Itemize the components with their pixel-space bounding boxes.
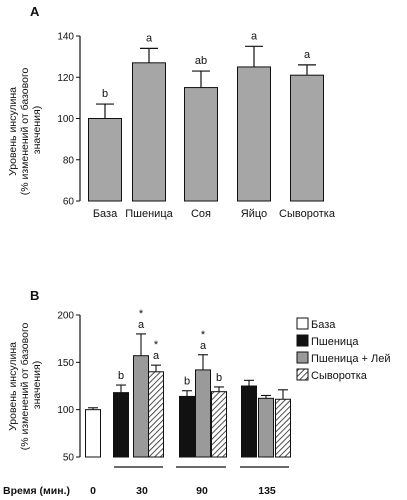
panel-b-legend: База Пшеница Пшеница + Лей Сыворотка (296, 317, 391, 382)
panel-b-y-tick-label-0: 50 (63, 453, 75, 464)
panel-b-legend-swatch-3 (296, 368, 309, 381)
panel-b-group-3-bar-0 (241, 385, 257, 458)
panel-a-bar-4 (290, 74, 324, 202)
panel-a: A Уровень инсулина (% изменений от базов… (7, 4, 336, 220)
panel-b-time-label-2: 90 (196, 485, 208, 497)
panel-b-y-axis-label-line-2: (% изменений от базового (19, 322, 31, 450)
panel-b-group-1-bar-2 (148, 371, 164, 458)
panel-b-group-2-bar-1 (195, 369, 211, 458)
panel-b-y-axis-label: Уровень инсулина (% изменений от базовог… (7, 320, 43, 451)
panel-b-y-axis-label-line-1: Уровень инсулина (7, 342, 19, 431)
panel-a-axes: 60 80 100 120 140 База Пшеница Соя Яйцо Сыворотка (57, 32, 336, 221)
panel-a-sig-letter-3: a (251, 30, 258, 42)
panel-a-y-tick-label-1: 80 (63, 155, 75, 166)
panel-b-legend-swatch-1 (296, 334, 309, 347)
panel-a-sig-letter-0: b (102, 88, 108, 100)
panel-b-group-2-bar-1-sig-star: * (201, 329, 206, 341)
panel-b-time-labels: 0 30 90 135 (90, 466, 289, 497)
panel-b-y-tick-label-1: 100 (57, 405, 74, 416)
panel-b-group-0-bar-0 (85, 409, 101, 458)
panel-a-category-label-2: Соя (191, 208, 211, 220)
panel-a-y-tick-label-0: 60 (63, 197, 75, 208)
panel-a-category-label-4: Сыворотка (279, 208, 336, 220)
panel-a-y-axis-label-line-3: значения) (31, 106, 43, 154)
panel-b-y-tick-label-3: 200 (57, 311, 74, 322)
panel-b-group-2-bar-1-sig-letter: a (200, 340, 207, 352)
panel-b-group-2-bar-2-sig-letter: b (216, 372, 222, 384)
panel-b-label: B (30, 288, 39, 303)
panel-b-group-3-bar-2 (275, 398, 291, 458)
panel-b-x-axis-label: Время (мин.) (3, 485, 70, 497)
panel-a-y-axis-label-line-1: Уровень инсулина (7, 87, 19, 176)
panel-a-bar-3 (237, 66, 271, 202)
panel-b-y-tick-label-2: 150 (57, 358, 74, 369)
panel-a-category-label-1: Пшеница (125, 208, 173, 220)
panel-b-group-1-bar-2-sig-star: * (154, 339, 159, 351)
panel-b-legend-swatch-0 (296, 317, 309, 330)
panel-b-group-1-bar-0-sig-letter: b (118, 370, 124, 382)
panel-b-group-2-bar-0-sig-letter: b (184, 376, 190, 388)
panel-a-y-axis-label-line-2: (% изменений от базового (19, 67, 31, 195)
panel-b-group-1-bar-1-sig-star: * (139, 308, 144, 320)
panel-b-legend-label-2: Пшеница + Лей (311, 353, 391, 365)
panel-b-time-label-3: 135 (258, 485, 276, 497)
panel-a-sig-letter-2: ab (195, 55, 207, 67)
panel-b-group-2-bar-2 (211, 391, 227, 458)
panel-b-axes: 50 100 150 200 (57, 311, 81, 464)
panel-a-bar-2 (184, 87, 218, 202)
panel-b-legend-swatch-2 (296, 351, 309, 364)
panel-a-y-tick-label-2: 100 (57, 114, 74, 125)
panel-b-group-1-bar-1 (133, 355, 149, 458)
panel-b: B Уровень инсулина (% изменений от базов… (3, 288, 391, 497)
panel-a-y-tick-label-3: 120 (57, 73, 74, 84)
panel-a-label: A (30, 4, 40, 19)
panel-b-group-1-bar-0 (113, 392, 129, 458)
panel-a-bar-1 (132, 62, 166, 202)
panel-a-sig-letter-1: a (146, 32, 153, 44)
panel-b-legend-label-3: Сыворотка (311, 370, 368, 382)
panel-a-category-label-3: Яйцо (241, 208, 267, 220)
panel-b-group-3-bar-1 (258, 397, 274, 458)
panel-b-y-axis-label-line-3: значения) (31, 361, 43, 409)
panel-a-category-label-0: База (93, 208, 118, 220)
panel-b-bars: ba*a*ba*b (85, 308, 291, 458)
panel-b-time-label-0: 0 (90, 485, 96, 497)
panel-a-bars: b a ab a a (88, 30, 324, 202)
panel-b-legend-label-1: Пшеница (311, 336, 359, 348)
panel-b-group-1-bar-2-sig-letter: a (153, 350, 160, 362)
panel-a-bar-0 (88, 118, 122, 202)
panel-b-group-2-bar-0 (179, 395, 195, 458)
panel-b-time-label-1: 30 (136, 485, 148, 497)
panel-a-y-axis-label: Уровень инсулина (% изменений от базовог… (7, 65, 43, 196)
panel-a-sig-letter-4: a (304, 49, 311, 61)
panel-b-group-1-bar-1-sig-letter: a (138, 319, 145, 331)
panel-a-y-tick-label-4: 140 (57, 32, 74, 43)
panel-b-legend-label-0: База (311, 319, 336, 331)
